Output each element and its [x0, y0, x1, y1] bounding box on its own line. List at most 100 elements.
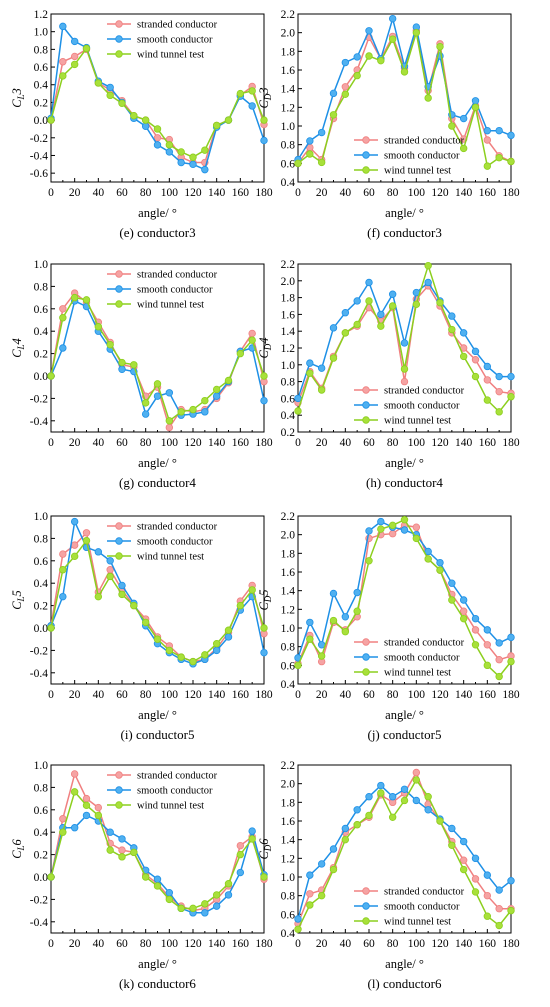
panel-caption: (h) conductor4 [366, 475, 443, 490]
y-tick-label: 1.4 [281, 84, 296, 96]
data-point [329, 845, 338, 853]
data-point [224, 891, 233, 899]
data-point [353, 297, 361, 305]
data-point [483, 162, 492, 170]
x-tick-label: 60 [363, 437, 375, 449]
data-point [424, 555, 432, 563]
y-axis-title-num: 3 [257, 87, 271, 94]
data-point [118, 590, 126, 599]
legend-marker [362, 917, 370, 925]
y-tick-label: 1.2 [281, 102, 296, 114]
data-point [94, 592, 103, 601]
data-point [118, 846, 126, 854]
legend-label: smooth conductor [137, 786, 213, 797]
x-tick-label: 140 [208, 938, 226, 950]
data-point [141, 410, 150, 418]
x-tick-label: 160 [232, 689, 250, 701]
data-point [365, 297, 373, 305]
data-point [495, 372, 503, 381]
data-point [424, 806, 432, 814]
data-point [483, 126, 492, 135]
data-point [495, 639, 503, 647]
data-point [153, 392, 162, 400]
x-tick-label: 80 [140, 187, 152, 199]
data-point [507, 877, 515, 885]
data-point [294, 925, 302, 933]
y-axis-title-num: 5 [10, 590, 24, 596]
data-point [424, 547, 432, 556]
data-point [329, 111, 338, 119]
data-point [365, 811, 373, 820]
data-point [483, 362, 492, 371]
data-point [212, 639, 221, 648]
data-point [82, 794, 91, 803]
y-tick-label: 0.4 [34, 827, 49, 839]
data-point [236, 841, 245, 850]
x-tick-label: 100 [161, 938, 179, 950]
legend-marker [362, 668, 370, 676]
data-point [82, 811, 91, 820]
data-point [412, 534, 421, 543]
data-point [118, 835, 126, 843]
chart-panel-1: 0 20 40 60 80 100 120 140 160 180 -0.6 -0.4 -0.2 0.0 0… [10, 9, 273, 240]
data-point [70, 770, 79, 778]
data-point [106, 572, 114, 581]
x-tick-label: 180 [255, 187, 273, 199]
data-point [495, 408, 503, 416]
data-point [495, 387, 503, 396]
data-point [94, 811, 103, 820]
data-point [306, 369, 314, 377]
data-point [306, 890, 314, 898]
data-point [59, 305, 67, 313]
data-point [400, 526, 409, 534]
legend-marker [362, 136, 370, 144]
data-point [306, 150, 314, 158]
y-tick-label: 0.8 [281, 642, 296, 654]
data-point [141, 122, 150, 130]
data-point [448, 841, 456, 849]
x-tick-label: 40 [340, 437, 352, 449]
legend: stranded conductor smooth conductor wind t… [107, 20, 218, 61]
y-tick-label: 0.4 [34, 578, 49, 590]
data-point [47, 372, 55, 380]
y-tick-label: 2.0 [281, 28, 296, 40]
data-point [70, 293, 79, 302]
x-tick-label: 40 [93, 689, 105, 701]
x-tick-label: 160 [232, 938, 250, 950]
data-point [294, 407, 302, 415]
data-point [317, 891, 326, 900]
y-axis-title-sub: L [16, 344, 26, 350]
y-tick-label: 0.4 [281, 410, 296, 422]
data-point [118, 365, 126, 373]
data-point [260, 624, 268, 632]
data-point [224, 880, 233, 888]
y-tick-label: 0.4 [281, 928, 296, 940]
data-point [448, 312, 456, 320]
legend: stranded conductor smooth conductor wind t… [107, 522, 218, 563]
x-tick-label: 80 [387, 689, 399, 701]
x-tick-label: 40 [340, 187, 352, 199]
data-point [388, 302, 397, 310]
data-point [201, 900, 209, 908]
data-point [495, 656, 503, 664]
data-point [306, 901, 314, 909]
data-point [94, 548, 103, 556]
data-point [412, 768, 421, 777]
data-point [177, 653, 185, 661]
x-tick-label: 0 [48, 689, 54, 701]
data-point [377, 310, 385, 319]
chart-panel-7: 0 20 40 60 80 100 120 140 160 180 -0.4 -0.2 0.0 0.2 0.… [10, 760, 273, 991]
data-point [400, 516, 409, 524]
x-tick-label: 120 [184, 437, 202, 449]
data-point [424, 793, 432, 801]
legend-marker [115, 537, 123, 545]
x-tick-label: 20 [316, 437, 328, 449]
x-tick-label: 80 [140, 437, 152, 449]
data-point [507, 372, 515, 381]
data-point [70, 552, 79, 561]
data-point [165, 417, 174, 425]
data-point [341, 83, 350, 91]
y-axis-title-sub: D [263, 343, 273, 351]
data-point [388, 290, 397, 298]
legend-marker [115, 522, 123, 530]
